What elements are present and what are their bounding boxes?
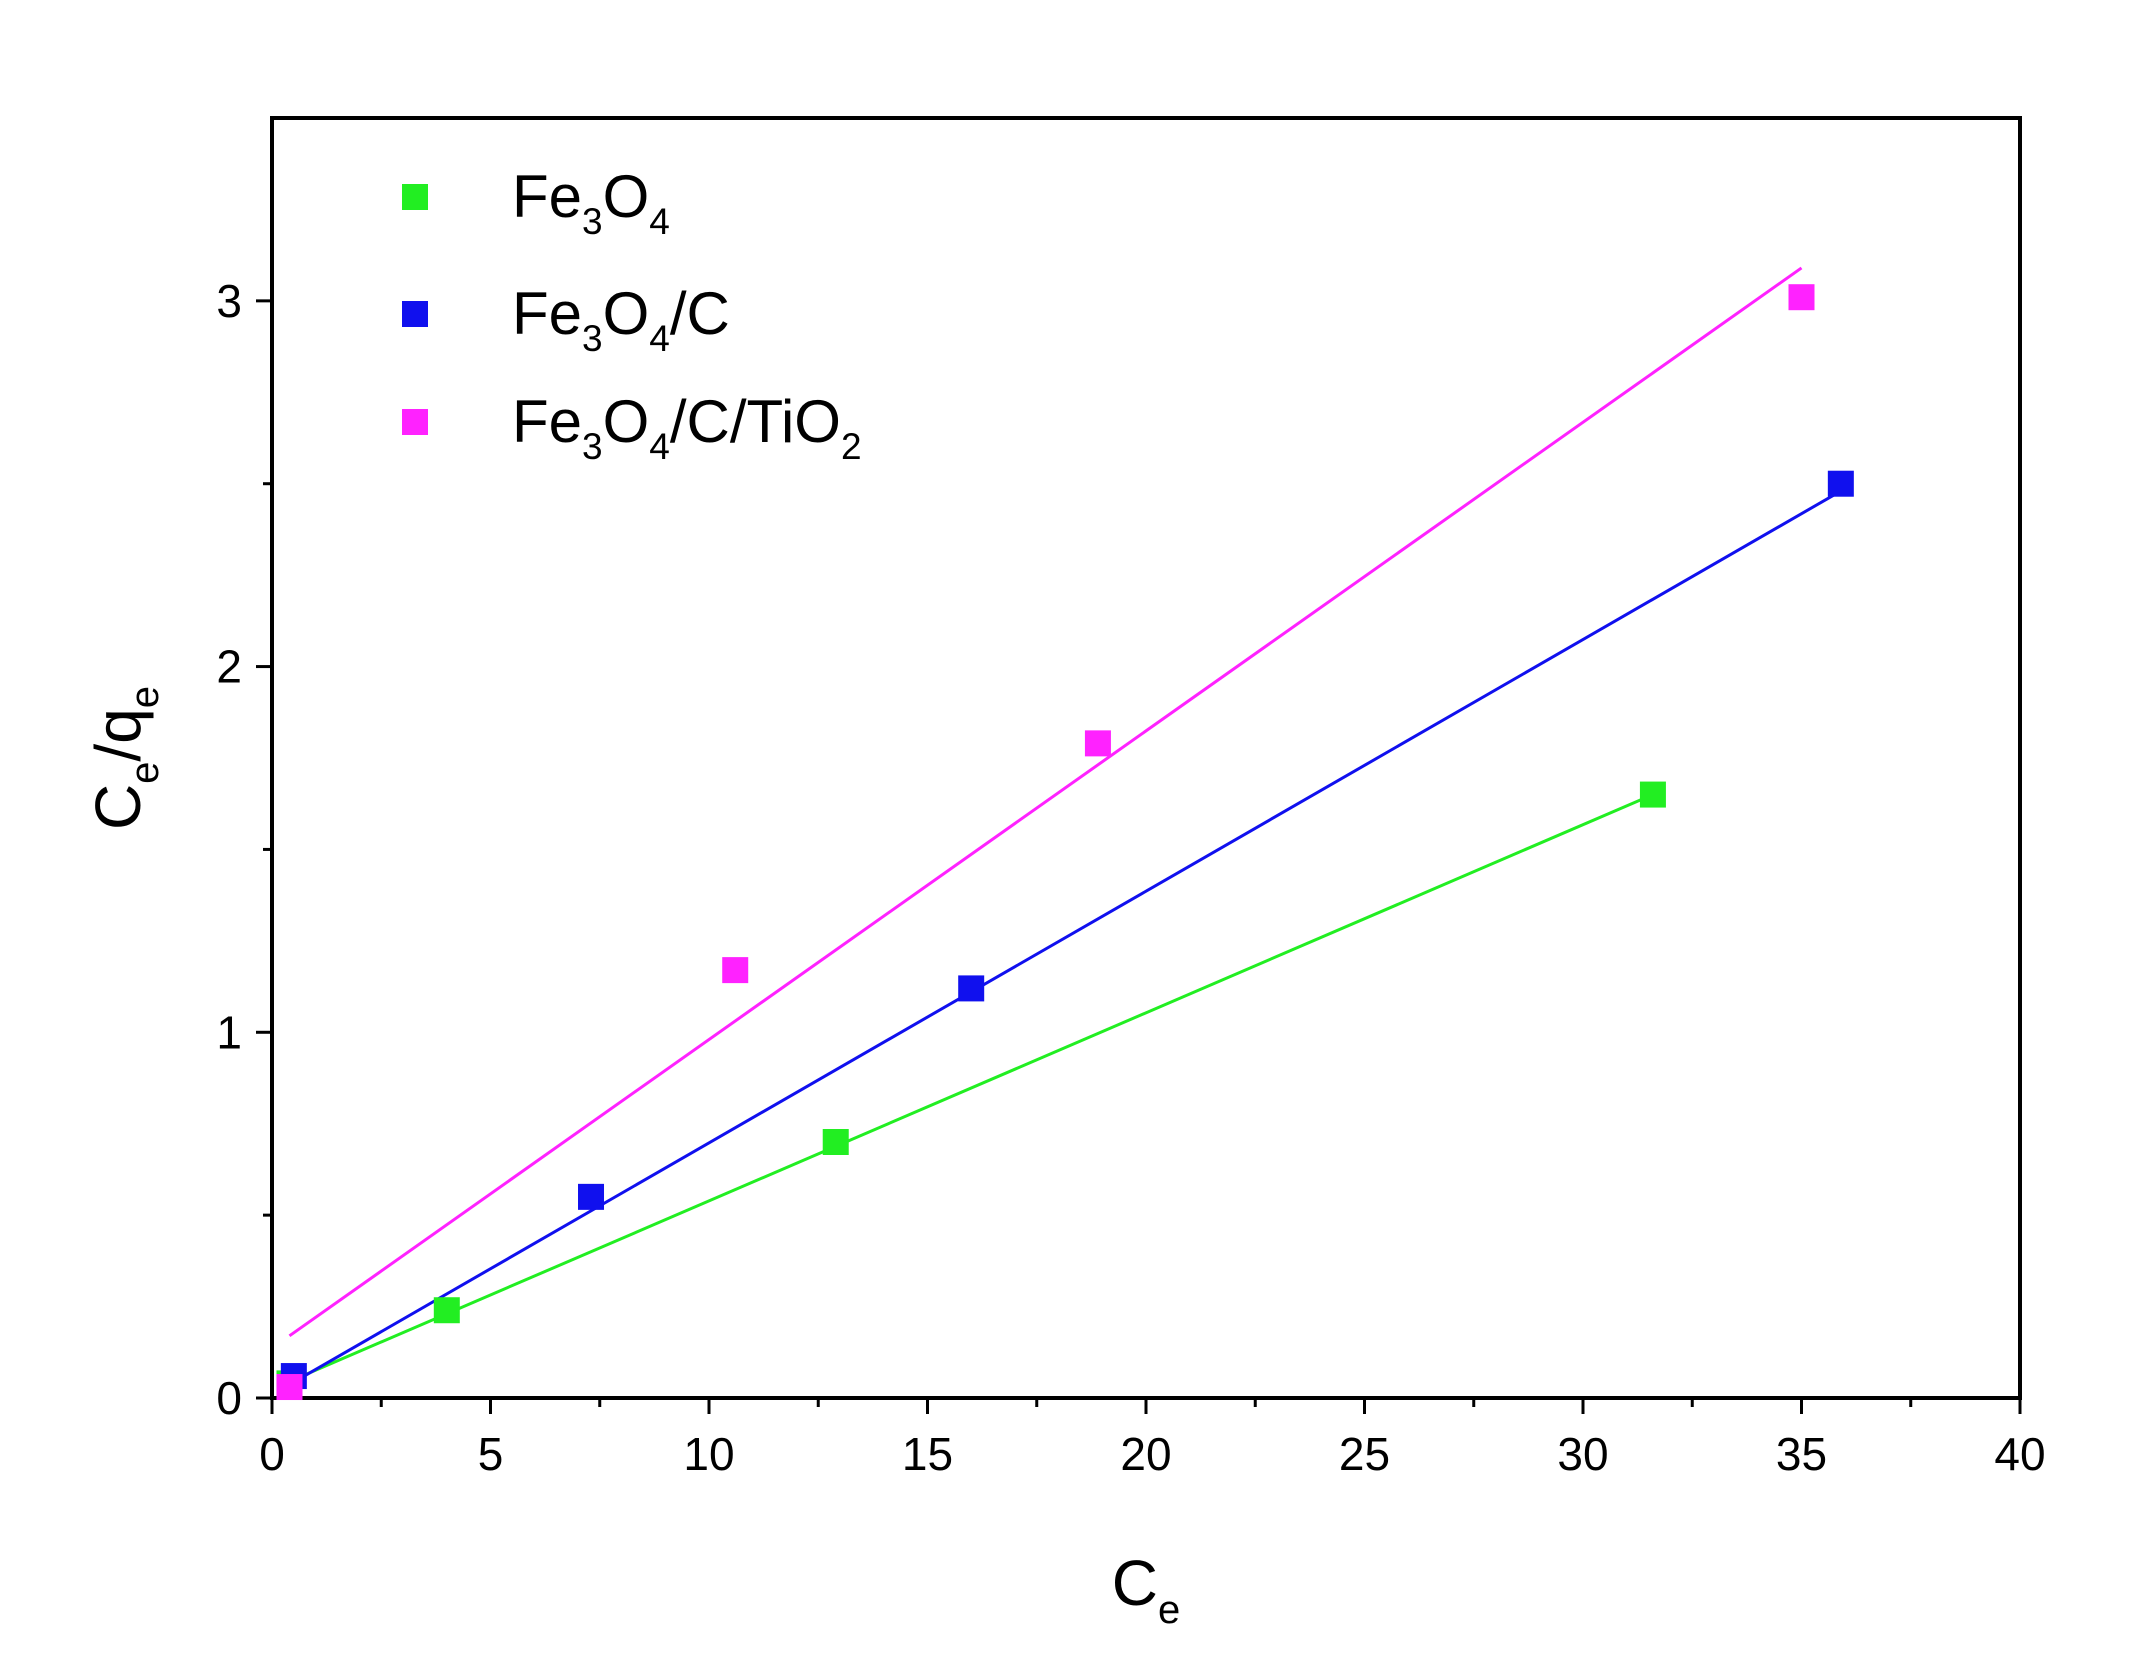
text-part: Fe [512, 388, 582, 455]
data-point [578, 1183, 605, 1210]
subscript: 4 [649, 426, 670, 467]
legend-marker [402, 184, 428, 210]
text-part: /C [670, 280, 730, 347]
subscript: 4 [649, 318, 670, 359]
data-points [276, 284, 1854, 1401]
text-part: O [603, 280, 650, 347]
fit-lines [284, 266, 1842, 1389]
x-axis-title: Ce [1112, 1547, 1180, 1632]
text-part: C [82, 784, 154, 830]
y-tick-label: 1 [216, 1006, 242, 1058]
subscript: 3 [582, 426, 603, 467]
x-tick-label: 10 [683, 1428, 734, 1480]
x-tick-label: 15 [902, 1428, 953, 1480]
text-part: O [603, 163, 650, 230]
data-point [1639, 781, 1666, 808]
x-tick-label: 25 [1339, 1428, 1390, 1480]
subscript: e [1158, 1588, 1180, 1632]
x-tick-label: 30 [1557, 1428, 1608, 1480]
data-point [1827, 470, 1854, 497]
text-part: /C/TiO [670, 388, 841, 455]
text-part: C [1112, 1547, 1158, 1619]
subscript: e [123, 686, 167, 708]
x-tick-label: 35 [1776, 1428, 1827, 1480]
legend-label: Fe3O4 [512, 163, 670, 242]
data-point [1788, 284, 1815, 311]
data-point [722, 957, 749, 984]
data-point [958, 975, 985, 1002]
data-point [433, 1297, 460, 1324]
text-part: Fe [512, 280, 582, 347]
fit-line [284, 793, 1654, 1385]
y-axis: 0 1 2 3 [216, 275, 272, 1424]
subscript: e [123, 762, 167, 784]
subscript: 3 [582, 318, 603, 359]
y-tick-label: 2 [216, 641, 242, 693]
subscript: 4 [649, 201, 670, 242]
fit-line [284, 489, 1842, 1389]
legend-marker [402, 409, 428, 435]
text-part: Fe [512, 163, 582, 230]
subscript: 2 [841, 426, 862, 467]
x-tick-label: 0 [259, 1428, 285, 1480]
y-axis-title: Ce/qe [82, 686, 167, 830]
subscript: 3 [582, 201, 603, 242]
data-point [1084, 730, 1111, 757]
text-part: O [603, 388, 650, 455]
x-tick-label: 40 [1994, 1428, 2045, 1480]
legend-label: Fe3O4/C [512, 280, 730, 359]
y-tick-label: 3 [216, 275, 242, 327]
text-part: /q [82, 708, 154, 761]
legend-label: Fe3O4/C/TiO2 [512, 388, 862, 467]
x-tick-label: 20 [1120, 1428, 1171, 1480]
x-tick-label: 5 [478, 1428, 504, 1480]
y-tick-label: 0 [216, 1372, 242, 1424]
data-point [822, 1129, 849, 1155]
x-axis: 0 5 10 15 20 25 30 35 40 [259, 1398, 2046, 1480]
data-point [276, 1374, 303, 1401]
legend-marker [402, 301, 428, 327]
fit-line [288, 266, 1803, 1338]
